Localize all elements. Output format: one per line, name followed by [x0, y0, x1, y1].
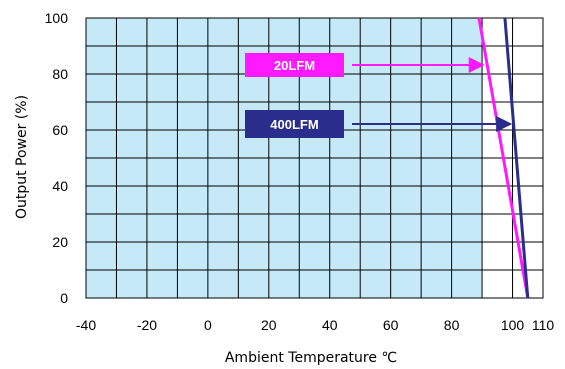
callout-box-400lfm [245, 110, 344, 138]
callout-box-20lfm [245, 53, 344, 77]
y-tick-label: 20 [52, 234, 68, 250]
y-tick-label: 0 [60, 290, 68, 306]
annotations: 20LFM 400LFM [245, 53, 513, 138]
tick-labels: -40 -20 0 20 40 60 80 100 110 0 20 40 60 80 100 [45, 10, 555, 333]
x-tick-label: 110 [532, 317, 555, 333]
y-tick-label: 60 [52, 122, 68, 138]
x-tick-label: 20 [261, 317, 277, 333]
x-tick-label: -20 [137, 317, 157, 333]
x-tick-label: 40 [322, 317, 338, 333]
plot-border [85, 17, 544, 299]
callout-label-400lfm: 400LFM [270, 117, 318, 132]
series-lines [477, 17, 530, 299]
x-tick-label: -40 [76, 317, 96, 333]
x-tick-label: 100 [501, 317, 525, 333]
x-tick-label: 0 [204, 317, 212, 333]
y-tick-label: 80 [52, 66, 68, 82]
series-line-400lfm [503, 17, 530, 299]
y-tick-label: 40 [52, 178, 68, 194]
callout-label-20lfm: 20LFM [274, 58, 315, 73]
x-tick-label: 60 [383, 317, 399, 333]
y-axis-title: Output Power (%) [14, 95, 30, 219]
x-axis-title: Ambient Temperature ℃ [225, 350, 397, 366]
y-tick-label: 100 [45, 10, 69, 26]
x-tick-label: 80 [444, 317, 460, 333]
series-line-20lfm [477, 17, 530, 299]
